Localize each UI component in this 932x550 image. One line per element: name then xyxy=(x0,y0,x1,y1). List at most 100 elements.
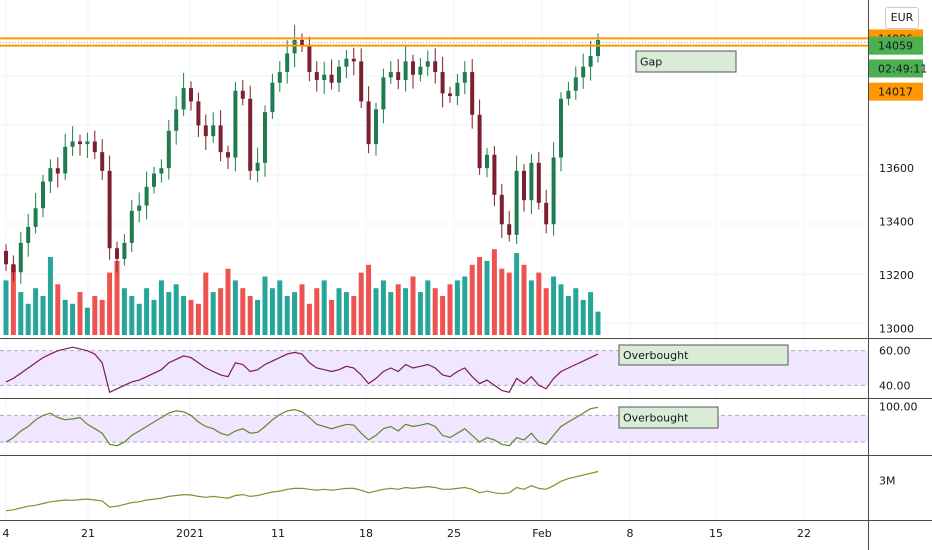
key-levels xyxy=(0,37,868,47)
annotations[interactable]: Gap Overbought Overbought xyxy=(618,50,789,429)
candle-body xyxy=(33,208,38,227)
candle-body xyxy=(418,66,423,75)
candle-body xyxy=(366,101,371,145)
volume-bar xyxy=(247,296,253,335)
volume-bar xyxy=(425,280,431,335)
stoch-band xyxy=(0,415,868,443)
candle-body xyxy=(559,98,563,158)
lower-level-tag-bg[interactable] xyxy=(869,36,923,55)
volume-bar xyxy=(92,296,98,335)
price-tick-label: 13400 xyxy=(879,216,914,229)
candle-body xyxy=(255,162,260,171)
volume-bar xyxy=(10,264,16,335)
volume-bar xyxy=(240,288,246,335)
price-tick-label: 13000 xyxy=(879,322,914,335)
volume-bar xyxy=(454,280,460,335)
countdown-tag: 02:49:11 xyxy=(878,62,927,75)
volume-bar xyxy=(306,303,312,335)
volume-bar xyxy=(218,288,224,335)
candle-body xyxy=(115,248,119,259)
candle-body xyxy=(492,154,497,195)
price-tick-label: 13200 xyxy=(879,269,914,282)
volume-bar xyxy=(70,303,76,335)
candle-body xyxy=(499,194,504,225)
volume-bar xyxy=(299,284,305,335)
candle-body xyxy=(344,58,349,67)
countdown-tag-bg[interactable] xyxy=(869,59,923,78)
candle-body xyxy=(63,146,68,174)
volume-bar xyxy=(210,292,216,335)
volume-bar xyxy=(40,296,46,335)
candle-body xyxy=(144,186,149,206)
candle-body xyxy=(26,226,31,243)
candle-body xyxy=(411,61,415,75)
volume-bar xyxy=(388,292,394,335)
candle-body xyxy=(381,77,386,110)
candle-body xyxy=(300,40,304,46)
rsi-tick-label: 60.00 xyxy=(879,345,911,358)
volume-bar xyxy=(351,296,357,335)
gap-note-box[interactable] xyxy=(635,50,737,73)
volume-bar xyxy=(321,280,327,335)
time-tick-label: 21 xyxy=(81,527,95,540)
candle-body xyxy=(374,109,378,145)
rsi-overbought-note-box[interactable] xyxy=(618,344,789,366)
candle-body xyxy=(277,72,282,83)
candle-body xyxy=(18,242,23,273)
candle-body xyxy=(218,125,223,153)
price-axis[interactable]: 13000 13200 13400 13600 60.00 40.00 100.00 3M 14… xyxy=(869,29,927,487)
volume-bar xyxy=(491,249,497,335)
candle-body xyxy=(455,82,460,97)
volume-bar xyxy=(536,272,542,335)
candle-body xyxy=(4,250,8,265)
volume-bar xyxy=(188,299,194,335)
time-axis[interactable]: 4 21 2021 11 18 25 Feb 8 15 22 xyxy=(3,527,812,540)
volume-bar xyxy=(329,299,335,335)
candle-body xyxy=(129,210,134,243)
volume-bar xyxy=(33,288,39,335)
time-tick-label: 8 xyxy=(627,527,634,540)
volume-bar xyxy=(3,280,9,335)
candle-body xyxy=(477,114,482,169)
stoch-overbought-note-box[interactable] xyxy=(618,406,719,429)
candle-body xyxy=(448,93,452,97)
currency-button[interactable]: EUR xyxy=(885,7,919,29)
candle-body xyxy=(522,170,526,201)
volume-bar xyxy=(144,288,150,335)
volume-bar xyxy=(99,299,105,335)
candle-body xyxy=(425,61,430,67)
candle-body xyxy=(181,88,186,110)
last-price-tag-bg[interactable] xyxy=(869,82,923,101)
volume-bar xyxy=(551,276,557,335)
candle-body xyxy=(196,101,201,126)
candle-body xyxy=(270,82,275,113)
candle-body xyxy=(403,61,408,81)
volume-bar xyxy=(565,296,571,335)
volume-bar xyxy=(232,280,238,335)
candle-body xyxy=(122,242,127,259)
volume-bar xyxy=(77,292,83,335)
candle-body xyxy=(92,141,97,153)
volume-bars xyxy=(3,249,601,335)
candle-body xyxy=(536,162,541,203)
candle-body xyxy=(396,72,401,81)
candles xyxy=(4,24,600,284)
volume-bar xyxy=(343,292,349,335)
volume-bar xyxy=(373,288,379,335)
volume-bar xyxy=(292,292,298,335)
rsi-tick-label: 40.00 xyxy=(879,379,911,392)
volume-bar xyxy=(107,272,113,335)
volume-bar xyxy=(262,276,268,335)
volume-bar xyxy=(84,307,90,335)
candle-body xyxy=(166,130,171,169)
candle-body xyxy=(307,45,312,73)
obv-line xyxy=(5,470,599,512)
candle-body xyxy=(41,181,45,209)
candle-body xyxy=(189,88,193,102)
volume-bar xyxy=(440,296,446,335)
volume-bar xyxy=(151,299,157,335)
candle-body xyxy=(107,170,112,249)
volume-bar xyxy=(477,257,483,335)
volume-bar xyxy=(506,272,512,335)
